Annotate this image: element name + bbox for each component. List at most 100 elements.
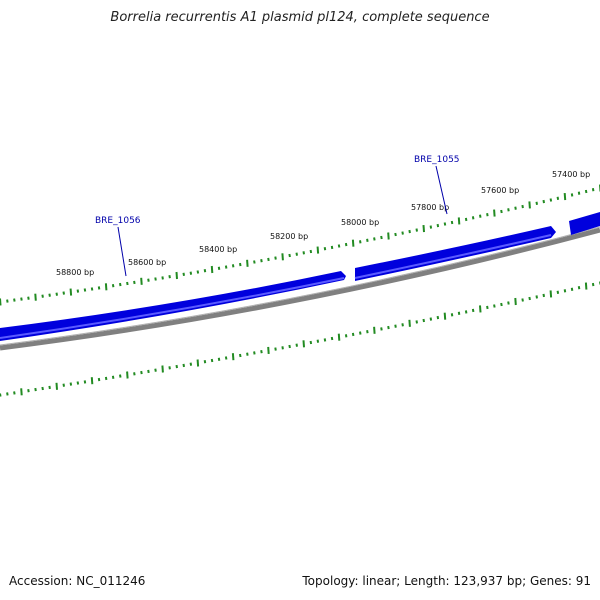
- ruler-minor-tick: [309, 340, 313, 345]
- ruler-minor-tick: [111, 284, 115, 288]
- ruler-minor-tick: [528, 296, 531, 301]
- tick-label: 58600 bp: [128, 258, 166, 267]
- ruler-minor-tick: [521, 204, 524, 209]
- ruler-minor-tick: [260, 350, 263, 354]
- ruler-minor-tick: [408, 229, 411, 234]
- ruler-minor-tick: [189, 362, 193, 366]
- ruler-minor-tick: [464, 310, 468, 314]
- ruler-minor-tick: [591, 282, 595, 287]
- ruler-minor-tick: [133, 372, 136, 376]
- ruler-minor-tick: [104, 376, 108, 381]
- ruler-minor-tick: [479, 214, 482, 218]
- ruler-minor-tick: [457, 311, 461, 315]
- gene-label-bre-1056[interactable]: BRE_1056: [95, 216, 141, 226]
- upper-ruler: [0, 184, 600, 306]
- ruler-minor-tick: [83, 380, 87, 384]
- ruler-minor-tick: [577, 286, 581, 290]
- ruler-major-tick: [302, 340, 305, 348]
- ruler-minor-tick: [436, 315, 440, 320]
- ruler-major-tick: [126, 371, 129, 379]
- ruler-minor-tick: [281, 346, 284, 350]
- ruler-minor-tick: [48, 385, 51, 390]
- ruler-minor-tick: [556, 196, 560, 200]
- ruler-minor-tick: [429, 317, 433, 321]
- ruler-minor-tick: [168, 275, 171, 279]
- ruler-minor-tick: [436, 223, 440, 228]
- ruler-minor-tick: [556, 290, 560, 294]
- ruler-minor-tick: [189, 271, 193, 275]
- ruler-minor-tick: [119, 282, 122, 287]
- gene-leader-bre-1055: [435, 165, 448, 215]
- ruler-minor-tick: [90, 287, 94, 291]
- ruler-minor-tick: [224, 356, 228, 360]
- ruler-minor-tick: [387, 325, 390, 330]
- ruler-major-tick: [210, 265, 214, 274]
- ruler-minor-tick: [323, 338, 327, 342]
- ruler-major-tick: [337, 333, 341, 341]
- ruler-minor-tick: [591, 188, 595, 192]
- ruler-minor-tick: [359, 331, 362, 335]
- ruler-minor-tick: [429, 225, 433, 229]
- ruler-minor-tick: [231, 264, 235, 268]
- tick-label: 57400 bp: [552, 170, 590, 179]
- ruler-minor-tick: [394, 232, 397, 237]
- ruler-minor-tick: [274, 256, 277, 260]
- ruler-minor-tick: [570, 287, 574, 291]
- ruler-minor-tick: [55, 292, 58, 296]
- ruler-minor-tick: [401, 323, 404, 327]
- ruler-minor-tick: [344, 242, 348, 247]
- ruler-minor-tick: [486, 305, 489, 310]
- ruler-minor-tick: [584, 189, 588, 194]
- ruler-minor-tick: [309, 249, 313, 254]
- gene-feature-shadow-2: [354, 234, 552, 279]
- ruler-minor-tick: [239, 353, 242, 358]
- ruler-major-tick: [422, 225, 425, 233]
- ruler-minor-tick: [323, 247, 327, 251]
- ruler-minor-tick: [62, 383, 65, 387]
- ruler-minor-tick: [140, 370, 143, 375]
- ruler-minor-tick: [535, 201, 538, 205]
- ruler-minor-tick: [253, 351, 256, 355]
- ruler-minor-tick: [126, 281, 129, 286]
- ruler-minor-tick: [493, 304, 496, 308]
- ruler-minor-tick: [443, 222, 447, 226]
- ruler-minor-tick: [500, 209, 503, 214]
- ruler-major-tick: [457, 217, 461, 225]
- ruler-minor-tick: [97, 286, 101, 290]
- ruler-minor-tick: [97, 377, 101, 382]
- tick-label: 58800 bp: [56, 268, 94, 277]
- ruler-major-tick: [563, 193, 567, 201]
- ruler-minor-tick: [577, 191, 581, 195]
- ruler-major-tick: [175, 271, 178, 280]
- ruler-major-tick: [34, 293, 37, 301]
- ruler-minor-tick: [380, 235, 383, 240]
- ruler-minor-tick: [316, 339, 320, 343]
- ruler-minor-tick: [471, 216, 475, 220]
- ruler-minor-tick: [62, 291, 65, 295]
- ruler-minor-tick: [542, 199, 545, 204]
- ruler-minor-tick: [203, 360, 207, 364]
- ruler-major-tick: [316, 246, 320, 254]
- ruler-minor-tick: [246, 352, 249, 356]
- ruler-minor-tick: [253, 260, 256, 264]
- ruler-minor-tick: [20, 297, 23, 301]
- ruler-minor-tick: [415, 320, 418, 324]
- gene-feature-bre-1055[interactable]: [355, 226, 556, 281]
- ruler-major-tick: [493, 209, 496, 217]
- ruler-minor-tick: [175, 364, 178, 369]
- ruler-minor-tick: [182, 363, 185, 368]
- ruler-minor-tick: [507, 301, 510, 305]
- ruler-major-tick: [90, 377, 94, 385]
- ruler-minor-tick: [168, 366, 171, 370]
- gene-label-bre-1055[interactable]: BRE_1055: [414, 155, 460, 165]
- gene-feature-next[interactable]: [569, 212, 600, 235]
- ruler-minor-tick: [13, 298, 16, 302]
- gene-feature-bre-1056[interactable]: [0, 271, 346, 341]
- ruler-minor-tick: [401, 231, 404, 235]
- sequence-summary: Topology: linear; Length: 123,937 bp; Ge…: [302, 574, 591, 588]
- ruler-minor-tick: [471, 308, 475, 313]
- ruler-minor-tick: [119, 374, 122, 378]
- ruler-minor-tick: [450, 313, 454, 317]
